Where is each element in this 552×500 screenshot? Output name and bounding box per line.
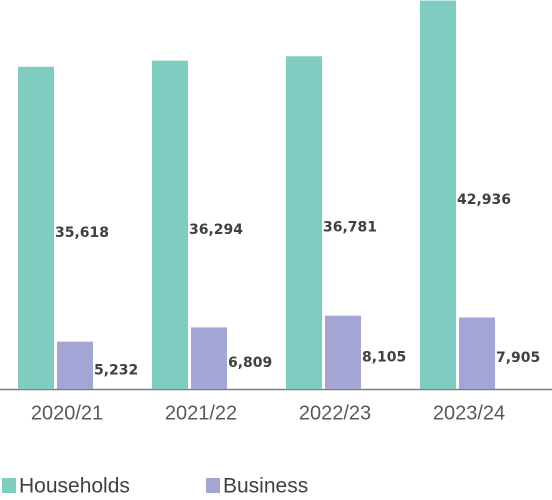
bar [459, 317, 495, 389]
value-label: 42,936 [457, 192, 511, 208]
x-tick-label: 2023/24 [433, 402, 505, 424]
bar [152, 60, 188, 390]
value-label: 5,232 [94, 362, 138, 378]
legend-swatch [2, 478, 16, 493]
x-tick-label: 2020/21 [31, 402, 103, 424]
bar [325, 315, 361, 389]
bar [18, 66, 54, 390]
legend-label: Business [223, 475, 308, 498]
bar [191, 327, 227, 389]
bar [420, 0, 456, 389]
value-label: 36,781 [323, 220, 377, 236]
legend-swatch [206, 478, 220, 493]
bar [57, 341, 93, 389]
value-label: 35,618 [55, 225, 109, 241]
value-label: 8,105 [362, 349, 406, 365]
x-tick-label: 2021/22 [165, 402, 237, 424]
x-tick-label: 2022/23 [299, 402, 371, 424]
value-label: 36,294 [189, 222, 243, 238]
value-label: 6,809 [228, 355, 272, 371]
value-label: 7,905 [496, 350, 540, 366]
legend-label: Households [19, 475, 130, 498]
bar [286, 56, 322, 389]
